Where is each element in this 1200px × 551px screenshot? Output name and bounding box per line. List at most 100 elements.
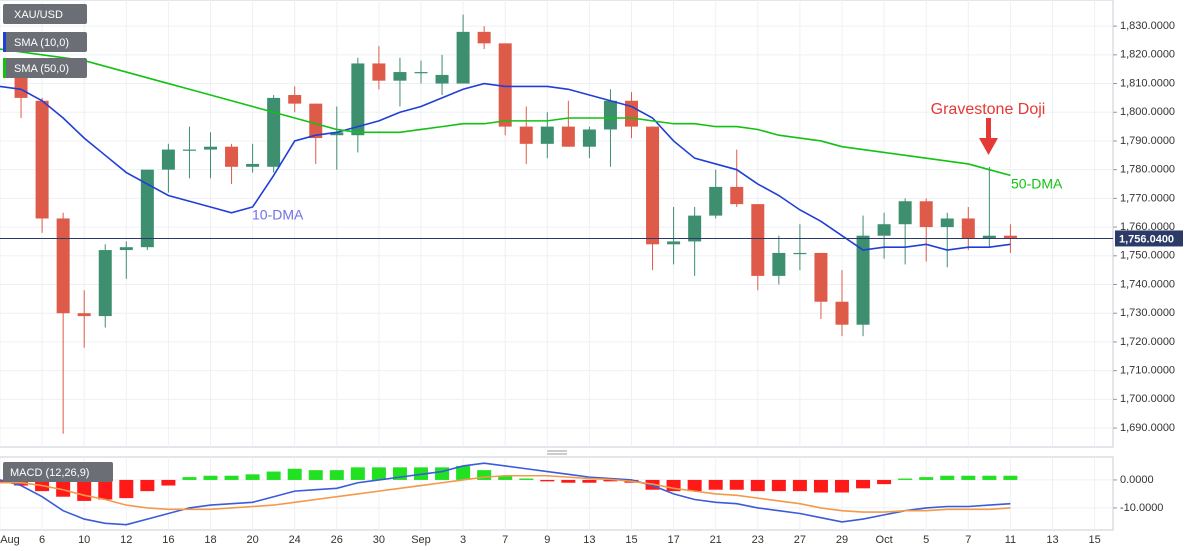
candle-body — [814, 252, 828, 302]
candle-body — [835, 301, 849, 325]
y-tick-label: 1,820.0000 — [1120, 49, 1175, 61]
candle-body — [582, 129, 596, 147]
macd-histogram-bar — [203, 475, 218, 480]
macd-histogram-bar — [792, 479, 807, 492]
candle-body — [646, 126, 660, 245]
legend-box[interactable] — [3, 4, 87, 24]
macd-histogram-bar — [877, 479, 892, 485]
x-tick-label: 18 — [204, 534, 216, 546]
macd-histogram-bar — [266, 471, 281, 480]
x-tick-label: Sep — [411, 534, 431, 546]
x-tick-label: 10 — [78, 534, 90, 546]
candle-body — [77, 313, 91, 317]
candle-body — [372, 63, 386, 81]
macd-histogram-bar — [329, 470, 344, 480]
x-tick-label: 15 — [1088, 534, 1100, 546]
x-tick-label: 15 — [625, 534, 637, 546]
candle-body — [856, 235, 870, 325]
candle-body — [961, 218, 975, 239]
legend-box[interactable] — [3, 58, 87, 78]
candle-body — [309, 103, 323, 139]
panel-splitter[interactable] — [547, 450, 567, 455]
macd-histogram-bar — [708, 479, 723, 490]
legend-box[interactable] — [3, 462, 113, 482]
candle-body — [603, 100, 617, 130]
macd-histogram-bar — [435, 467, 450, 480]
candle-body — [793, 252, 807, 255]
x-tick-label: 6 — [39, 534, 45, 546]
annotation: 50-DMA — [1011, 176, 1063, 192]
legend-swatch — [3, 32, 6, 52]
macd-histogram-bar — [940, 475, 955, 480]
y-tick-label: 1,690.0000 — [1120, 422, 1175, 434]
candle-body — [330, 132, 344, 136]
x-tick-label: Oct — [876, 534, 893, 546]
macd-panel — [0, 456, 1114, 531]
macd-line — [0, 462, 1011, 526]
sma-line — [0, 82, 1011, 251]
macd-histogram-bar — [140, 479, 155, 492]
y-tick-label: 1,730.0000 — [1120, 307, 1175, 319]
macd-histogram-bar — [519, 478, 534, 480]
candle-body — [877, 224, 891, 236]
x-tick-label: 16 — [162, 534, 174, 546]
last-price-label: 1,756.0400 — [1119, 233, 1174, 245]
marks — [0, 14, 1018, 526]
legend-box[interactable] — [3, 32, 87, 52]
candle-body — [498, 43, 512, 127]
x-tick-label: 23 — [752, 534, 764, 546]
candle-body — [267, 97, 281, 167]
macd-histogram-bar — [477, 470, 492, 480]
candle-body — [246, 163, 260, 167]
y-tick-label: 1,790.0000 — [1120, 135, 1175, 147]
macd-histogram-bar — [245, 474, 260, 480]
macd-histogram-bar — [456, 465, 471, 480]
macd-histogram-bar — [287, 468, 302, 480]
x-tick-label: 29 — [836, 534, 848, 546]
annotation: 10-DMA — [252, 207, 304, 223]
x-tick-label: 13 — [1046, 534, 1058, 546]
candle-body — [35, 100, 49, 219]
y-tick-label: 1,760.0000 — [1120, 221, 1175, 233]
y-tick-label: 1,740.0000 — [1120, 278, 1175, 290]
macd-histogram-bar — [582, 479, 597, 483]
candle-body — [288, 95, 302, 104]
candle-body — [225, 146, 239, 167]
candle-body — [204, 146, 217, 150]
macd-histogram-bar — [1003, 475, 1018, 480]
candle-body — [625, 100, 638, 127]
macd-histogram-bar — [56, 479, 71, 497]
macd-histogram-bar — [666, 479, 681, 492]
legend-label: XAU/USD — [14, 9, 63, 21]
y-tick-label: 1,700.0000 — [1120, 393, 1175, 405]
x-tick-label: 9 — [544, 534, 550, 546]
macd-histogram-bar — [729, 479, 744, 490]
legend-swatch — [3, 58, 6, 78]
macd-histogram-bar — [687, 479, 702, 492]
legend-label: SMA (50,0) — [14, 63, 69, 75]
x-tick-label: 20 — [246, 534, 258, 546]
candle-body — [477, 31, 491, 44]
macd-histogram-bar — [856, 479, 871, 489]
candle-body — [182, 149, 196, 151]
x-tick-label: 12 — [120, 534, 132, 546]
candle-body — [688, 215, 702, 242]
macd-histogram-bar — [540, 479, 555, 482]
candle-body — [351, 63, 365, 136]
macd-histogram-bar — [835, 479, 849, 493]
macd-histogram-bar — [371, 467, 386, 480]
candle-body — [456, 31, 470, 84]
macd-histogram-bar — [750, 479, 765, 492]
x-tick-label: 24 — [289, 534, 301, 546]
macd-histogram-bar — [350, 467, 365, 480]
annotation-arrow — [979, 138, 998, 155]
x-tick-label: 3 — [460, 534, 466, 546]
macd-histogram-bar — [224, 475, 239, 480]
macd-histogram-bar — [308, 470, 323, 480]
x-tick-label: 21 — [710, 534, 722, 546]
macd-histogram-bar — [919, 477, 934, 480]
y-tick-label: 1,810.0000 — [1120, 77, 1175, 89]
last-price-box — [1115, 230, 1183, 247]
x-tick-label: Aug — [0, 534, 20, 546]
candle-body — [414, 72, 428, 74]
